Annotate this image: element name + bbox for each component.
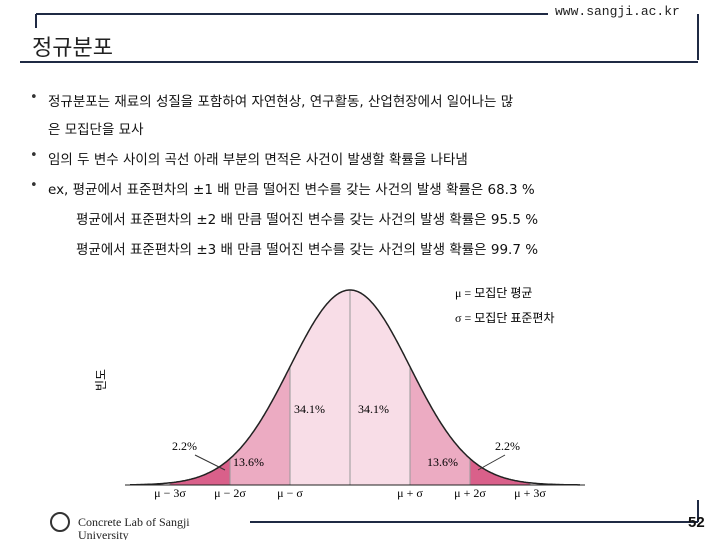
page-number: 52 [688, 514, 705, 531]
logo [50, 512, 70, 532]
curve-outline [130, 289, 580, 486]
legend-text: σ = 모집단 표준편차 [455, 311, 555, 325]
bullet-text: 평균에서 표준편차의 ±2 배 만큼 떨어진 변수를 갖는 사건의 발생 확률은… [76, 212, 539, 228]
bullet-text: 정규분포는 재료의 성질을 포함하여 자연현상, 연구활동, 산업현장에서 일어… [48, 94, 514, 110]
x-label: μ + 3σ [514, 486, 546, 500]
region-label: 34.1% [358, 402, 389, 416]
footer-lab: Concrete Lab of Sangji University [78, 515, 190, 540]
x-label: μ − σ [277, 486, 303, 500]
bullet: • [30, 178, 38, 193]
normal-curve [125, 289, 585, 486]
bullet-text: ex, 평균에서 표준편차의 ±1 배 만큼 떨어진 변수를 갖는 사건의 발생… [48, 182, 535, 198]
x-label: μ + 2σ [454, 486, 486, 500]
y-label: 빈도 [94, 369, 108, 391]
leader-line [477, 454, 506, 471]
slide-title: 정규분포 [32, 36, 113, 61]
x-label: μ + σ [397, 486, 423, 500]
region-label: 34.1% [294, 402, 325, 416]
legend-text: μ = 모집단 평균 [455, 286, 532, 300]
url: www.sangji.ac.kr [555, 4, 680, 19]
curve-region [170, 458, 230, 485]
x-label: μ − 3σ [154, 486, 186, 500]
curve-region [470, 458, 530, 485]
bullet-text: 임의 두 변수 사이의 곡선 아래 부분의 면적은 사건이 발생할 확률을 나타… [48, 152, 468, 168]
region-label: 13.6% [233, 455, 264, 469]
frame [20, 13, 699, 523]
bullet: • [30, 148, 38, 163]
region-label: 2.2% [495, 439, 520, 453]
region-label: 2.2% [172, 439, 197, 453]
x-label: μ − 2σ [214, 486, 246, 500]
curve-region [290, 290, 350, 485]
leader-line [194, 454, 226, 471]
bullet-text: 은 모집단을 묘사 [48, 122, 144, 138]
bullet-text: 평균에서 표준편차의 ±3 배 만큼 떨어진 변수를 갖는 사건의 발생 확률은… [76, 242, 539, 258]
bullet: • [30, 90, 38, 105]
curve-region [350, 290, 410, 485]
region-label: 13.6% [427, 455, 458, 469]
